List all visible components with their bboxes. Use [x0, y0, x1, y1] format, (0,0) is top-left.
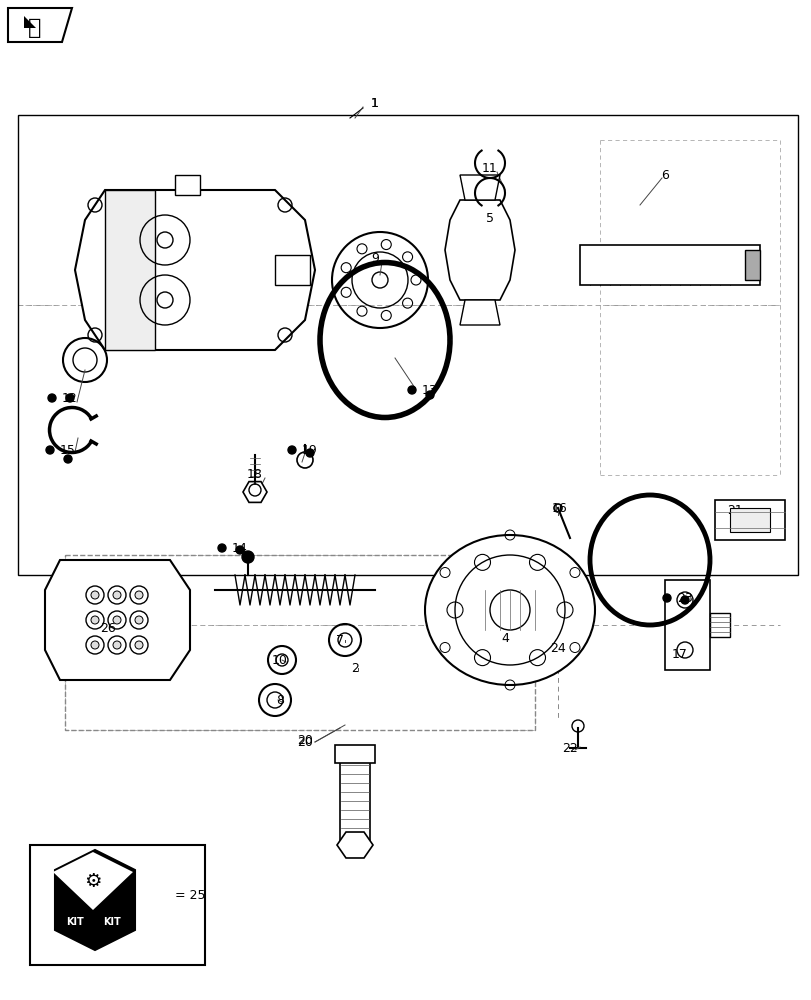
Bar [65, 555, 534, 730]
Bar [175, 175, 200, 195]
Text: 14: 14 [232, 542, 247, 554]
Text: 22: 22 [561, 742, 577, 754]
Text: 19: 19 [302, 444, 317, 456]
Bar [714, 500, 784, 540]
Circle shape [663, 594, 670, 602]
Bar [729, 508, 769, 532]
Bar [18, 115, 797, 575]
Circle shape [113, 591, 121, 599]
Circle shape [236, 546, 243, 554]
Circle shape [217, 544, 225, 552]
Text: ⚙: ⚙ [84, 872, 101, 891]
Circle shape [135, 616, 143, 624]
Ellipse shape [424, 535, 594, 685]
Circle shape [91, 591, 99, 599]
Text: KIT: KIT [103, 917, 121, 927]
Text: 16: 16 [551, 502, 567, 514]
Polygon shape [460, 300, 500, 325]
Circle shape [91, 616, 99, 624]
Circle shape [113, 641, 121, 649]
Text: 2: 2 [350, 662, 358, 674]
Text: 10: 10 [272, 654, 288, 666]
Circle shape [680, 596, 689, 604]
Text: 🗎: 🗎 [28, 18, 41, 38]
Text: 1: 1 [371, 97, 379, 110]
Circle shape [113, 616, 121, 624]
Circle shape [288, 446, 296, 454]
Text: 7: 7 [336, 634, 344, 647]
Text: 15: 15 [60, 444, 76, 456]
Bar [335, 745, 375, 763]
Text: 20: 20 [297, 734, 312, 746]
Text: KIT: KIT [66, 917, 84, 927]
Bar [744, 250, 759, 280]
Text: 23: 23 [676, 591, 692, 604]
Polygon shape [45, 560, 190, 680]
Text: 9: 9 [371, 251, 379, 264]
Circle shape [306, 449, 314, 457]
Polygon shape [75, 190, 315, 350]
Text: 21: 21 [726, 504, 742, 516]
Circle shape [242, 551, 254, 563]
Circle shape [426, 391, 433, 399]
Text: 8: 8 [276, 694, 284, 706]
Text: 11: 11 [482, 162, 497, 175]
Text: = 25: = 25 [175, 889, 205, 902]
Bar [709, 613, 729, 637]
Bar [105, 190, 155, 350]
Polygon shape [460, 175, 500, 200]
Text: 6: 6 [660, 169, 668, 182]
Text: 5: 5 [486, 212, 493, 225]
Circle shape [48, 394, 56, 402]
Text: 4: 4 [500, 632, 508, 645]
Text: 26: 26 [100, 621, 116, 635]
Circle shape [91, 641, 99, 649]
Polygon shape [55, 850, 135, 950]
Text: 24: 24 [549, 642, 565, 654]
Circle shape [135, 591, 143, 599]
Text: 2: 2 [350, 843, 358, 856]
Circle shape [407, 386, 415, 394]
Bar [275, 255, 310, 285]
Text: 17: 17 [672, 648, 687, 662]
Text: 13: 13 [422, 383, 437, 396]
Bar [579, 245, 759, 285]
Text: 20: 20 [297, 736, 312, 748]
Polygon shape [53, 852, 133, 910]
Text: 1: 1 [371, 97, 379, 110]
Circle shape [160, 891, 169, 901]
Bar [30, 845, 204, 965]
Text: 12: 12 [62, 391, 78, 404]
Bar [340, 760, 370, 840]
Text: 3: 3 [116, 304, 124, 316]
Circle shape [46, 446, 54, 454]
Polygon shape [8, 8, 72, 42]
Bar [664, 580, 709, 670]
Text: 18: 18 [247, 468, 263, 482]
Circle shape [64, 455, 72, 463]
Circle shape [135, 641, 143, 649]
Polygon shape [242, 482, 267, 502]
Polygon shape [337, 832, 372, 858]
Polygon shape [24, 16, 36, 28]
Circle shape [66, 394, 74, 402]
Polygon shape [444, 200, 514, 300]
